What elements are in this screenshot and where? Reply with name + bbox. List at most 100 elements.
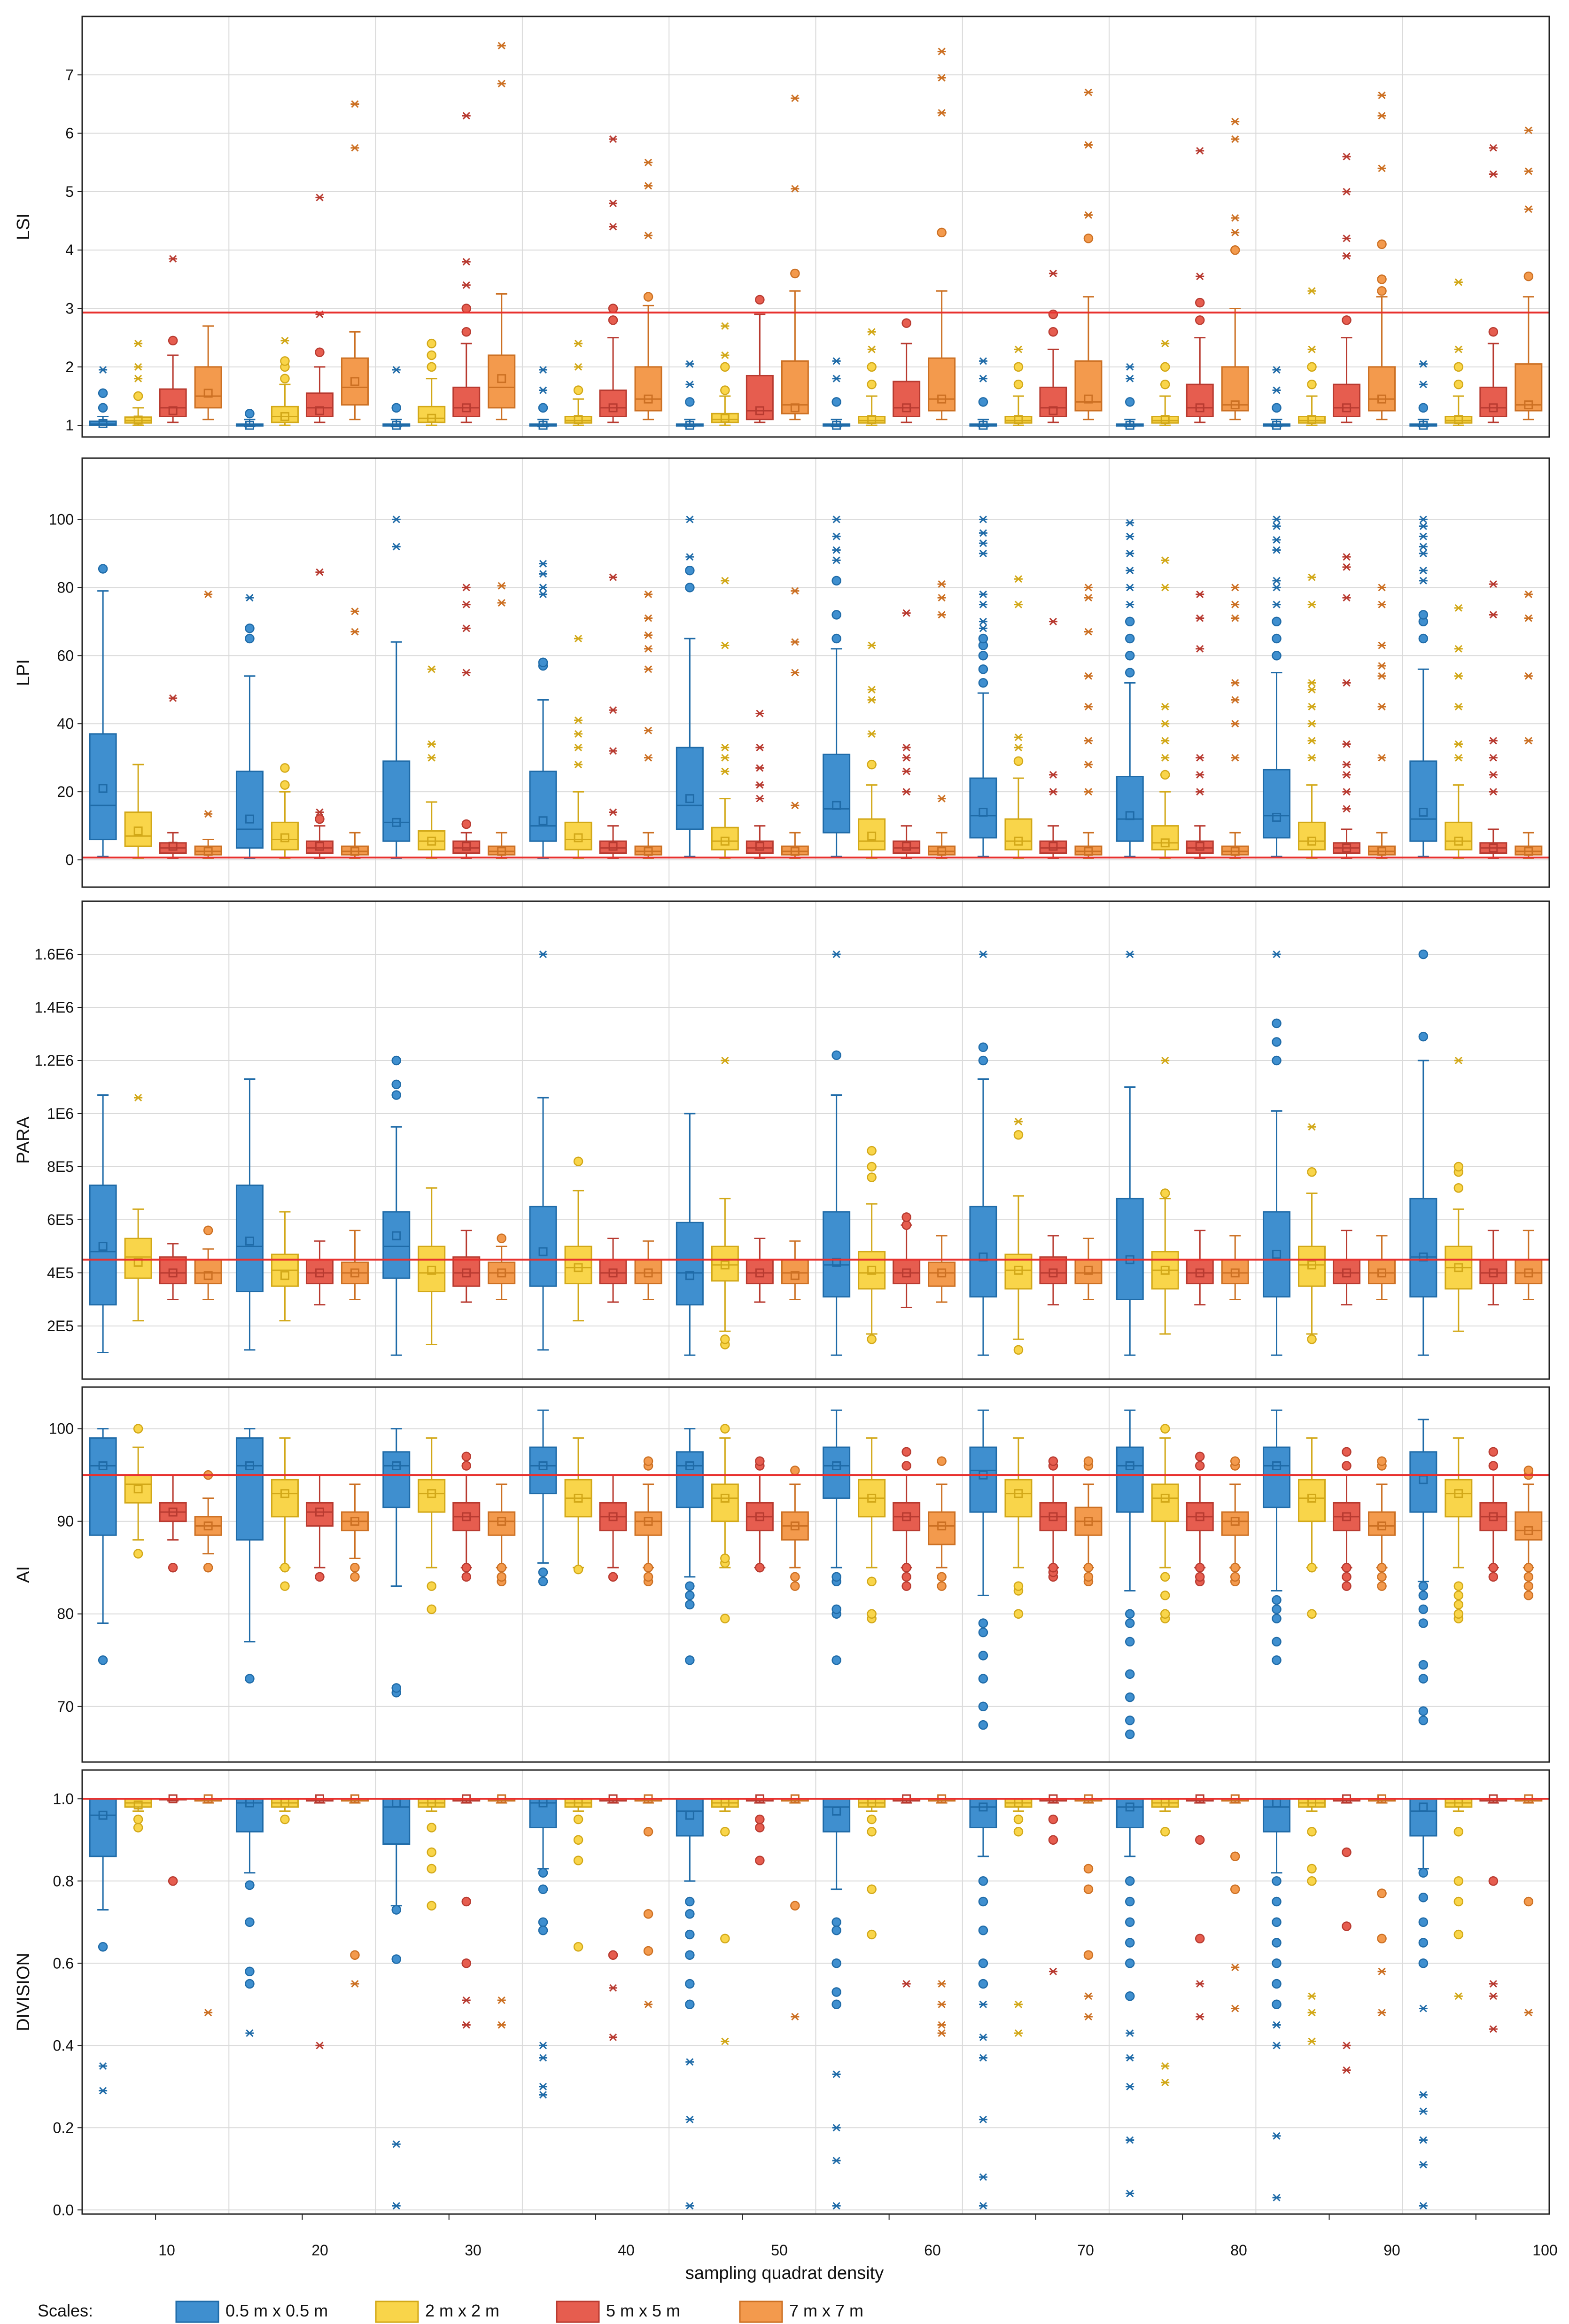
box-para-90-s3 [1368,1235,1396,1300]
outlier-point [1307,1167,1317,1177]
extreme-outlier [791,185,800,193]
extreme-outlier [979,539,987,547]
iqr-box [893,381,921,417]
outlier-point [1453,1591,1464,1600]
outlier-point [1083,1572,1094,1582]
mean-marker [979,808,988,817]
iqr-box [1039,1256,1067,1285]
outlier-point [1125,1991,1135,2001]
extreme-outlier [99,2062,108,2070]
outlier-point [538,1868,548,1878]
outlier-point [1048,1562,1058,1573]
outlier-point [1125,397,1135,407]
outlier-point [461,1958,471,1968]
extreme-outlier [902,754,911,762]
iqr-box [1221,366,1249,412]
extreme-outlier [644,2000,653,2008]
extreme-outlier [1049,771,1057,779]
outlier-point [1418,949,1429,959]
extreme-outlier [1126,600,1134,608]
outlier-point [573,1156,583,1166]
iqr-box [124,811,152,847]
box-para-80-s1 [1151,1056,1179,1335]
extreme-outlier [644,614,653,622]
outlier-point [643,1572,653,1582]
mean-marker [538,816,548,826]
mean-marker [245,1461,254,1470]
extreme-outlier [755,795,764,803]
extreme-outlier [539,2054,548,2062]
legend-label-0: 0.5 m x 0.5 m [225,2301,328,2320]
panel-ai: 70 80 90 100 AI [14,1386,1550,1763]
extreme-outlier [832,374,841,382]
iqr-box [969,1206,997,1298]
extreme-outlier [1342,234,1351,242]
extreme-outlier [1126,584,1134,592]
extreme-outlier [497,582,506,590]
outlier-point [203,1225,213,1235]
mean-marker [497,374,506,383]
mean-marker [1377,394,1387,404]
extreme-outlier [1014,1117,1023,1126]
iqr-box [1515,1511,1543,1541]
extreme-outlier [721,767,730,775]
outlier-point [1418,610,1429,620]
extreme-outlier [721,577,730,585]
extreme-outlier [755,764,764,772]
outlier-point [1048,1456,1058,1466]
outlier-point [315,814,325,824]
mean-marker [832,1461,841,1470]
extreme-outlier [1272,2021,1281,2029]
extreme-outlier [497,599,506,607]
outlier-point [1272,633,1282,644]
extreme-outlier [937,74,946,82]
extreme-outlier [539,2042,548,2050]
legend: Scales: 0.5 m x 0.5 m 2 m x 2 m 5 m x 5 … [38,2301,863,2323]
mean-marker [574,1493,583,1503]
extreme-outlier [1377,91,1386,99]
box-lsi-100-s3 [1515,126,1543,421]
mean-marker [350,1517,359,1526]
extreme-outlier [1454,1992,1463,2000]
box-lsi-60-s3 [928,47,956,421]
extreme-outlier [497,79,506,88]
box-para-30-s1 [418,1187,446,1346]
extreme-outlier [609,573,618,581]
outlier-point [168,1876,178,1886]
mean-marker [832,1807,841,1816]
box-para-80-s3 [1221,1235,1249,1300]
extreme-outlier [979,590,987,598]
box-lsi-100-s1 [1445,278,1473,426]
box-lsi-30-s1 [418,338,446,426]
x-tick-label: 10 [158,2242,175,2259]
mean-marker [1160,838,1170,848]
outlier-point [350,1950,360,1960]
box-ai-40-s3 [634,1456,662,1587]
panel-frame [81,16,1550,438]
extreme-outlier [1342,553,1351,561]
extreme-outlier [644,631,653,639]
x-tick-label: 90 [1383,2242,1400,2259]
extreme-outlier [1377,672,1386,680]
extreme-outlier [1419,2091,1428,2099]
mean-marker [937,1521,947,1531]
iqr-box [1151,415,1179,424]
mean-marker [685,1810,694,1820]
extreme-outlier [609,199,618,207]
outlier-point [1377,286,1387,296]
outlier-point [1488,1562,1499,1573]
extreme-outlier [1307,1123,1316,1131]
extreme-outlier [539,950,548,959]
outlier-point [1083,1456,1094,1466]
extreme-outlier [1454,645,1463,653]
outlier-point [720,362,730,372]
iqr-box [488,1511,516,1536]
outlier-point [133,1424,143,1434]
extreme-outlier [1231,117,1240,125]
extreme-outlier [937,795,946,803]
outlier-point [1013,756,1024,766]
outlier-point [1125,668,1135,678]
extreme-outlier [937,2000,946,2008]
outlier-point [1083,1950,1094,1960]
box-lsi-20-s1 [271,336,299,426]
